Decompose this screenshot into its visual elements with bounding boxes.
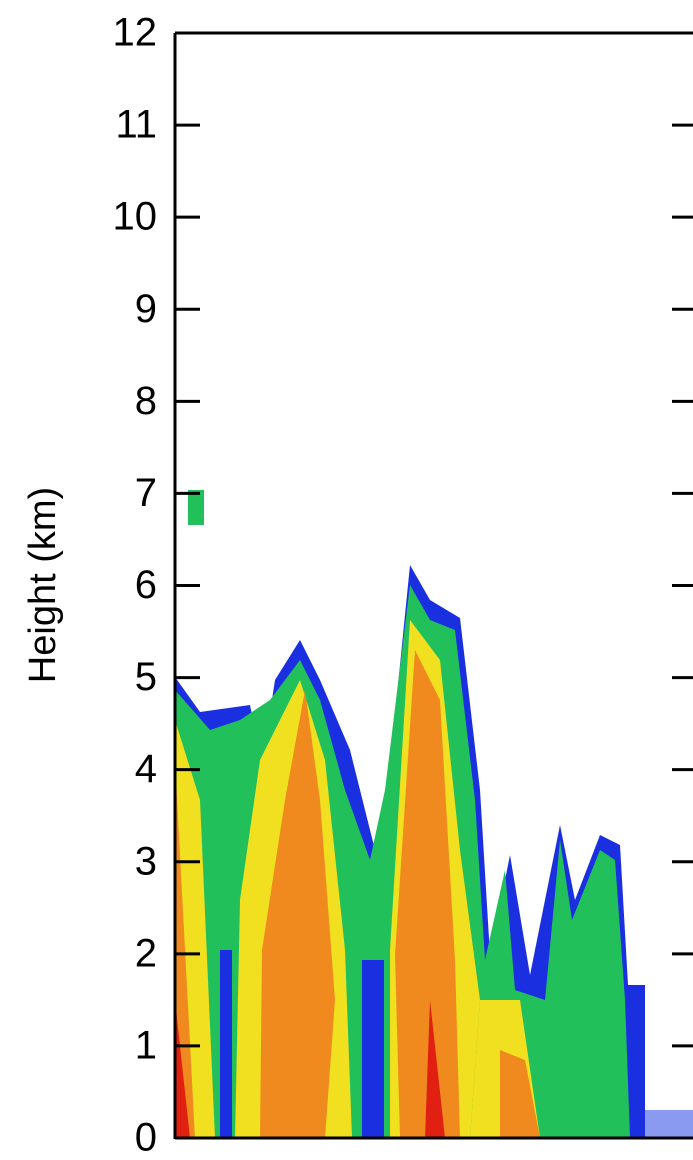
y-tick-label: 2 [135, 931, 157, 975]
reflectivity-field [175, 490, 693, 1138]
y-tick-label: 1 [135, 1023, 157, 1067]
y-tick-label: 4 [135, 747, 157, 791]
y-tick-label: 3 [135, 839, 157, 883]
y-tick-label: 0 [135, 1116, 157, 1160]
y-tick-label: 7 [135, 471, 157, 515]
y-tick-label: 12 [113, 11, 158, 55]
y-tick-label: 8 [135, 379, 157, 423]
y-tick-label: 5 [135, 655, 157, 699]
y-tick-label: 6 [135, 563, 157, 607]
y-axis-label: Height (km) [22, 487, 64, 683]
y-tick-label: 9 [135, 287, 157, 331]
y-tick-label: 10 [113, 195, 158, 239]
y-tick-label: 11 [115, 103, 157, 147]
